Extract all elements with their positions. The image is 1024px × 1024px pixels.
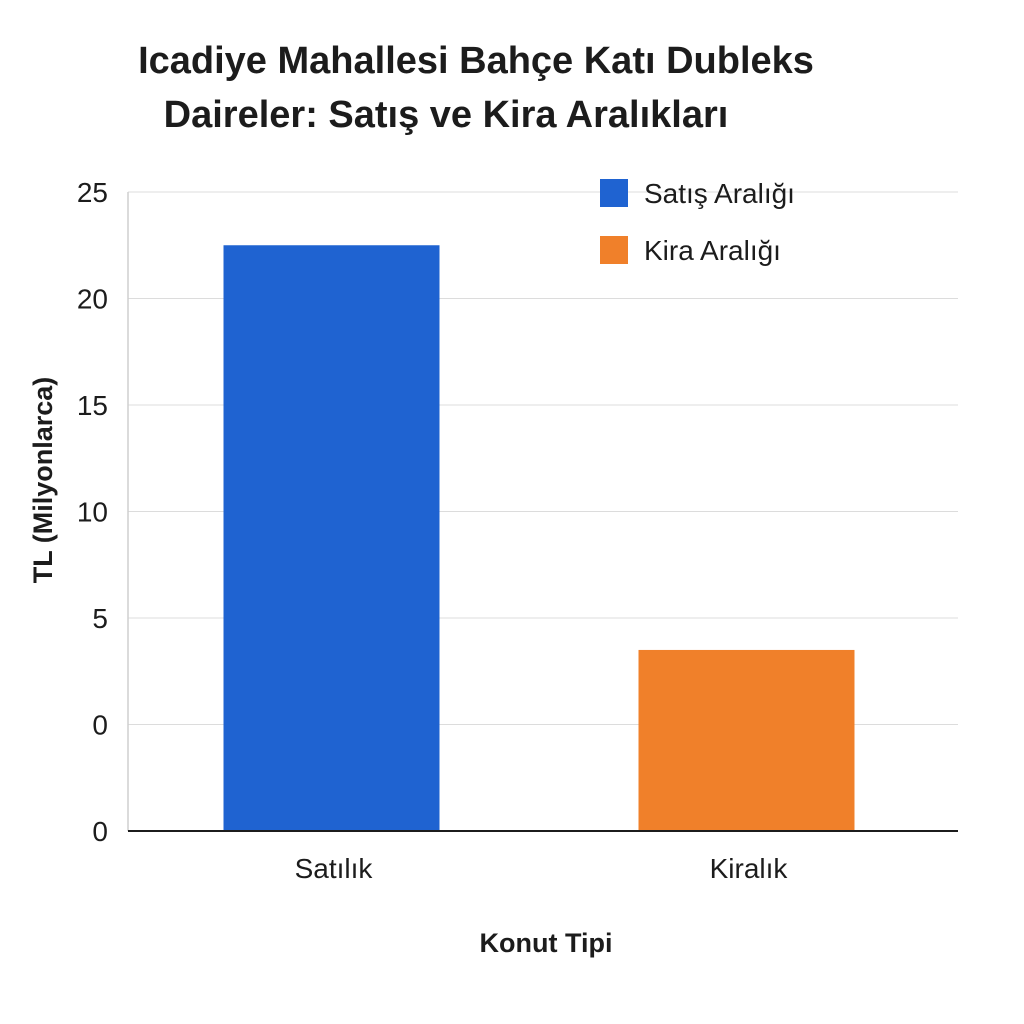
legend-swatch — [600, 236, 628, 264]
legend-label: Satış Aralığı — [644, 178, 795, 209]
x-tick-label: Satılık — [295, 853, 374, 884]
legend-swatch — [600, 179, 628, 207]
y-tick-label: 25 — [77, 177, 108, 208]
y-tick-label: 5 — [92, 603, 108, 634]
y-tick-label: 15 — [77, 390, 108, 421]
y-axis-label: TL (Milyonlarca) — [28, 377, 58, 584]
bars — [223, 245, 855, 831]
bar-0 — [223, 245, 440, 831]
legend-label: Kira Aralığı — [644, 235, 781, 266]
y-tick-label: 0 — [92, 816, 108, 847]
chart-title-line-2: Daireler: Satış ve Kira Aralıkları — [163, 94, 729, 136]
x-axis-label: Konut Tipi — [480, 928, 613, 958]
x-tick-label: Kiralık — [710, 853, 789, 884]
x-axis-ticks: Satılık Kiralık — [295, 853, 789, 884]
y-tick-label: 20 — [77, 284, 108, 315]
legend: Satış Aralığı Kira Aralığı — [600, 178, 795, 266]
chart-title-line-1: Icadiye Mahallesi Bahçe Katı Dubleks — [138, 40, 814, 82]
y-tick-label: 10 — [77, 497, 108, 528]
y-tick-label: 0 — [92, 710, 108, 741]
bar-1 — [638, 649, 855, 831]
y-axis-ticks: 0 0 5 10 15 20 25 — [77, 177, 108, 847]
